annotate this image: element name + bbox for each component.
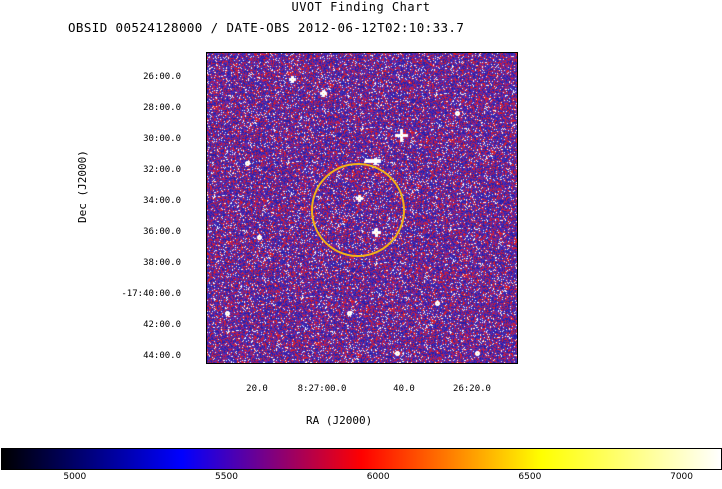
y-tick-label: 36:00.0 <box>143 227 181 237</box>
y-tick-label: 42:00.0 <box>143 320 181 330</box>
x-tick-label: 26:20.0 <box>453 384 491 394</box>
colorbar-tick-label: 7000 <box>670 472 693 482</box>
colorbar-tick-label: 5000 <box>63 472 87 482</box>
y-tick-label: 28:00.0 <box>143 103 181 113</box>
y-tick-label: 30:00.0 <box>143 134 181 144</box>
x-axis-label: RA (J2000) <box>306 414 373 427</box>
colorbar-tick-label: 5500 <box>215 472 238 482</box>
chart-title: UVOT Finding Chart <box>291 0 431 14</box>
colorbar <box>1 448 722 470</box>
source-region-circle[interactable] <box>311 163 405 257</box>
y-axis-label: Dec (J2000) <box>76 150 89 223</box>
x-tick-label: 8:27:00.0 <box>297 384 347 394</box>
chart-subtitle: OBSID 00524128000 / DATE-OBS 2012-06-12T… <box>68 20 465 35</box>
y-tick-label: 38:00.0 <box>143 258 181 268</box>
x-tick-label: 20.0 <box>246 384 268 394</box>
y-tick-label: -17:40:00.0 <box>121 289 181 299</box>
y-tick-label: 32:00.0 <box>143 165 181 175</box>
y-tick-label: 26:00.0 <box>143 72 181 82</box>
y-tick-label: 34:00.0 <box>143 196 181 206</box>
sky-image[interactable] <box>206 52 518 364</box>
x-tick-label: 40.0 <box>393 384 415 394</box>
colorbar-tick-label: 6000 <box>366 472 390 482</box>
colorbar-tick-label: 6500 <box>518 472 542 482</box>
y-tick-label: 44:00.0 <box>143 351 181 361</box>
